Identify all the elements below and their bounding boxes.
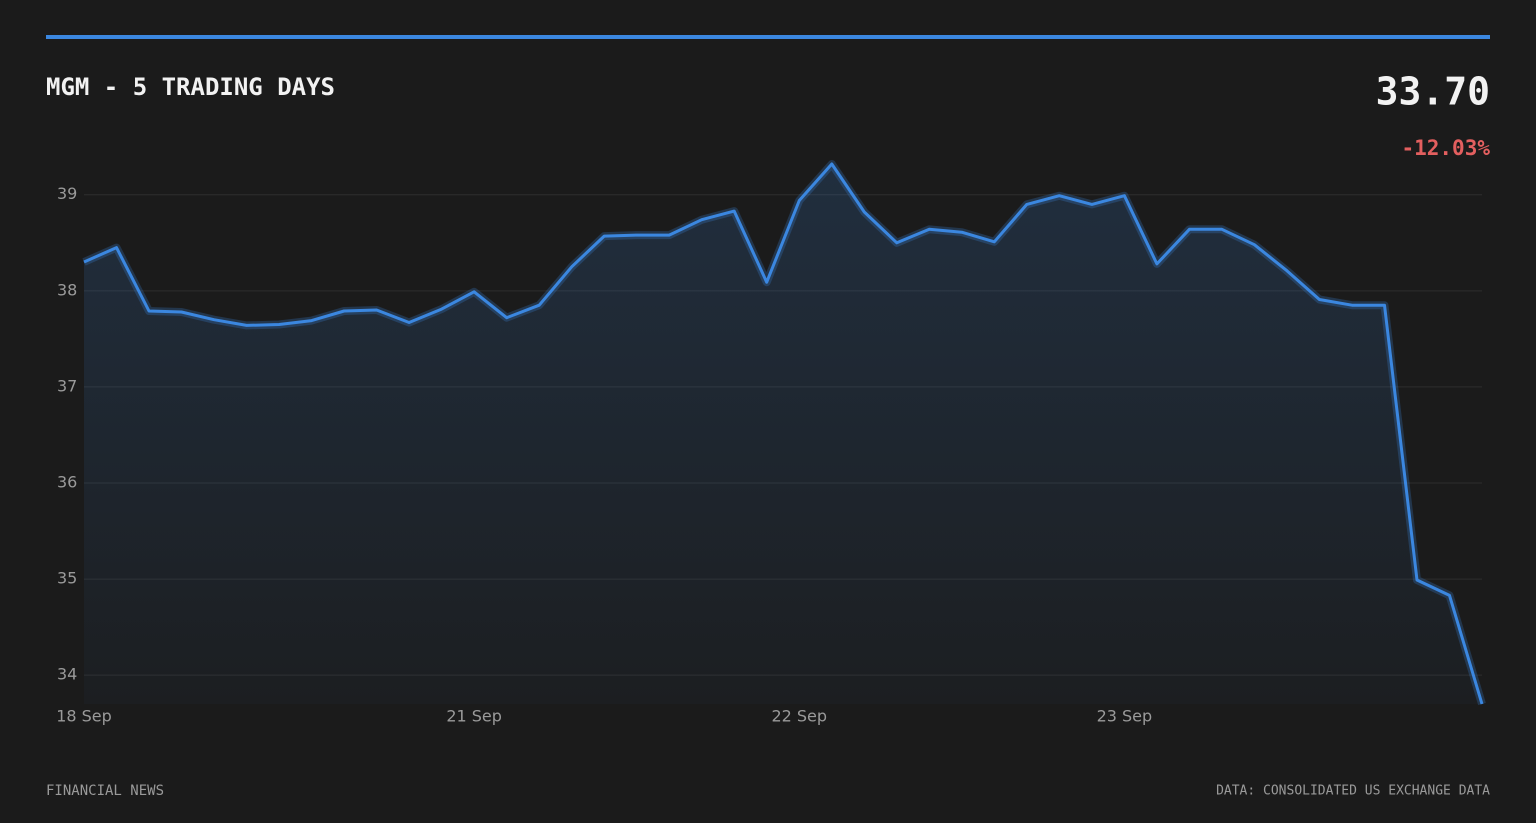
footer-right: DATA: CONSOLIDATED US EXCHANGE DATA <box>1216 784 1490 799</box>
x-tick-label: 23 Sep <box>1097 707 1153 726</box>
change: -12.03% <box>1401 136 1490 160</box>
y-tick-label: 36 <box>57 473 77 492</box>
y-tick-label: 35 <box>57 569 77 588</box>
footer-left: FINANCIAL NEWS <box>46 783 164 799</box>
y-tick-label: 34 <box>57 665 77 684</box>
x-tick-label: 22 Sep <box>771 707 827 726</box>
line <box>83 162 1484 705</box>
y-tick-label: 38 <box>57 280 77 299</box>
x-tick-label: 21 Sep <box>446 707 502 726</box>
x-tick-label: 18 Sep <box>56 707 112 726</box>
price: 33.70 <box>1376 70 1490 114</box>
chart-title: MGM - 5 TRADING DAYS <box>46 73 335 101</box>
y-tick-label: 39 <box>57 184 77 203</box>
area <box>84 164 1482 704</box>
top-rule <box>46 35 1490 39</box>
y-tick-label: 37 <box>57 376 77 395</box>
